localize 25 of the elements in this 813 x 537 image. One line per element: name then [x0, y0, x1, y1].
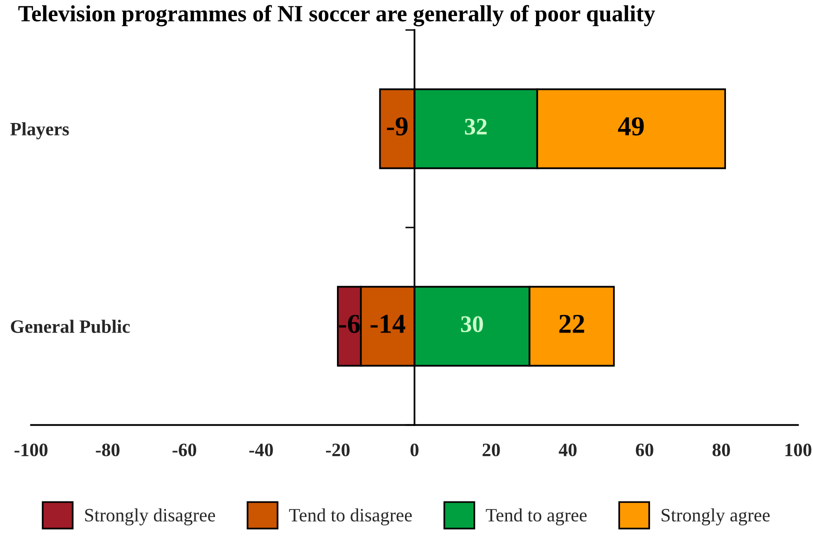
y-tick-label: General Public: [10, 320, 130, 333]
data-label: 30: [461, 316, 483, 332]
x-tick-label: -20: [326, 444, 350, 456]
x-tick-label: 20: [482, 444, 500, 456]
x-tick-label: -100: [14, 444, 48, 456]
legend-label: Tend to disagree: [289, 508, 412, 526]
x-tick-label: -60: [172, 444, 196, 456]
data-label: 22: [559, 314, 584, 333]
data-label: 49: [618, 117, 644, 136]
legend-label: Tend to agree: [486, 508, 587, 526]
legend-label: Strongly agree: [662, 508, 770, 526]
data-label: 32: [464, 118, 487, 135]
x-tick-label: 40: [558, 444, 577, 456]
legend-label: Strongly disagree: [85, 508, 216, 526]
data-label: -14: [370, 314, 406, 333]
x-tick-label: -40: [249, 444, 273, 456]
x-tick-label: 80: [712, 444, 730, 456]
x-tick-label: 100: [785, 444, 812, 456]
data-label: -9: [386, 117, 408, 136]
x-tick-label: 0: [410, 444, 418, 456]
data-label: -6: [339, 314, 360, 334]
x-tick-label: -80: [96, 444, 120, 456]
chart-title: Television programmes of NI soccer are generally of poor quality: [18, 5, 656, 26]
x-tick-label: 60: [636, 444, 654, 456]
y-tick-label: Players: [10, 122, 69, 140]
